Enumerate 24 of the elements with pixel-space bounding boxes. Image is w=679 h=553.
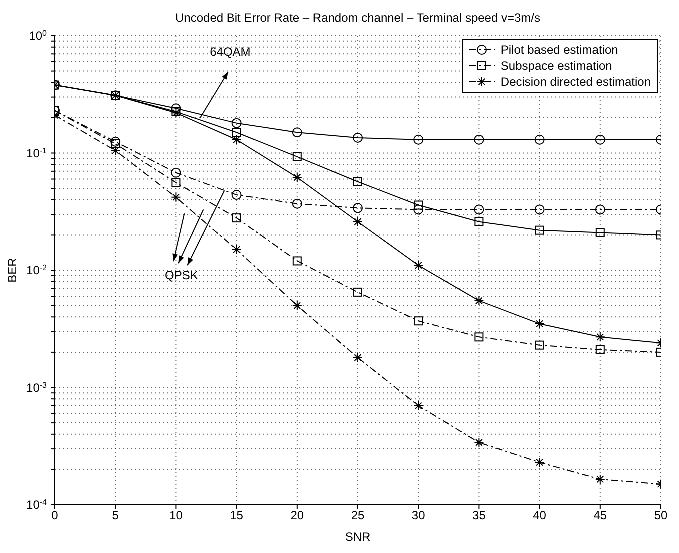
y-tick-label: 10$^{0}$: [29, 28, 48, 43]
y-tick-label: 10$^{-4}$: [26, 498, 48, 512]
chart-title: Uncoded Bit Error Rate – Random channel – Terminal speed v=3m/s: [174, 10, 542, 27]
legend-label: Subspace estimation: [500, 59, 612, 73]
x-tick-label: 45: [594, 508, 608, 523]
x-tick-label: 0: [52, 508, 59, 523]
x-tick-label: 50: [654, 508, 668, 523]
x-tick-label: 35: [472, 508, 486, 523]
legend-label: Pilot based estimation: [500, 43, 618, 57]
legend-label: Decision directed estimation: [500, 75, 651, 89]
y-axis-title: BER: [5, 258, 20, 283]
x-tick-label: 10: [170, 508, 184, 523]
x-axis-title: SNR: [345, 530, 371, 544]
x-tick-label: 15: [230, 508, 244, 523]
annotation: 64QAM: [210, 44, 251, 59]
x-tick-label: 20: [290, 508, 304, 523]
x-tick-label: 30: [412, 508, 426, 523]
y-tick-label: 10$^{-3}$: [26, 380, 48, 395]
x-tick-label: 40: [533, 508, 547, 523]
x-tick-label: 5: [112, 508, 120, 523]
y-tick-label: 10$^{-1}$: [26, 146, 48, 160]
y-tick-label: 10$^{-2}$: [26, 263, 48, 278]
annotation: QPSK: [165, 268, 198, 283]
x-tick-label: 25: [351, 508, 365, 523]
